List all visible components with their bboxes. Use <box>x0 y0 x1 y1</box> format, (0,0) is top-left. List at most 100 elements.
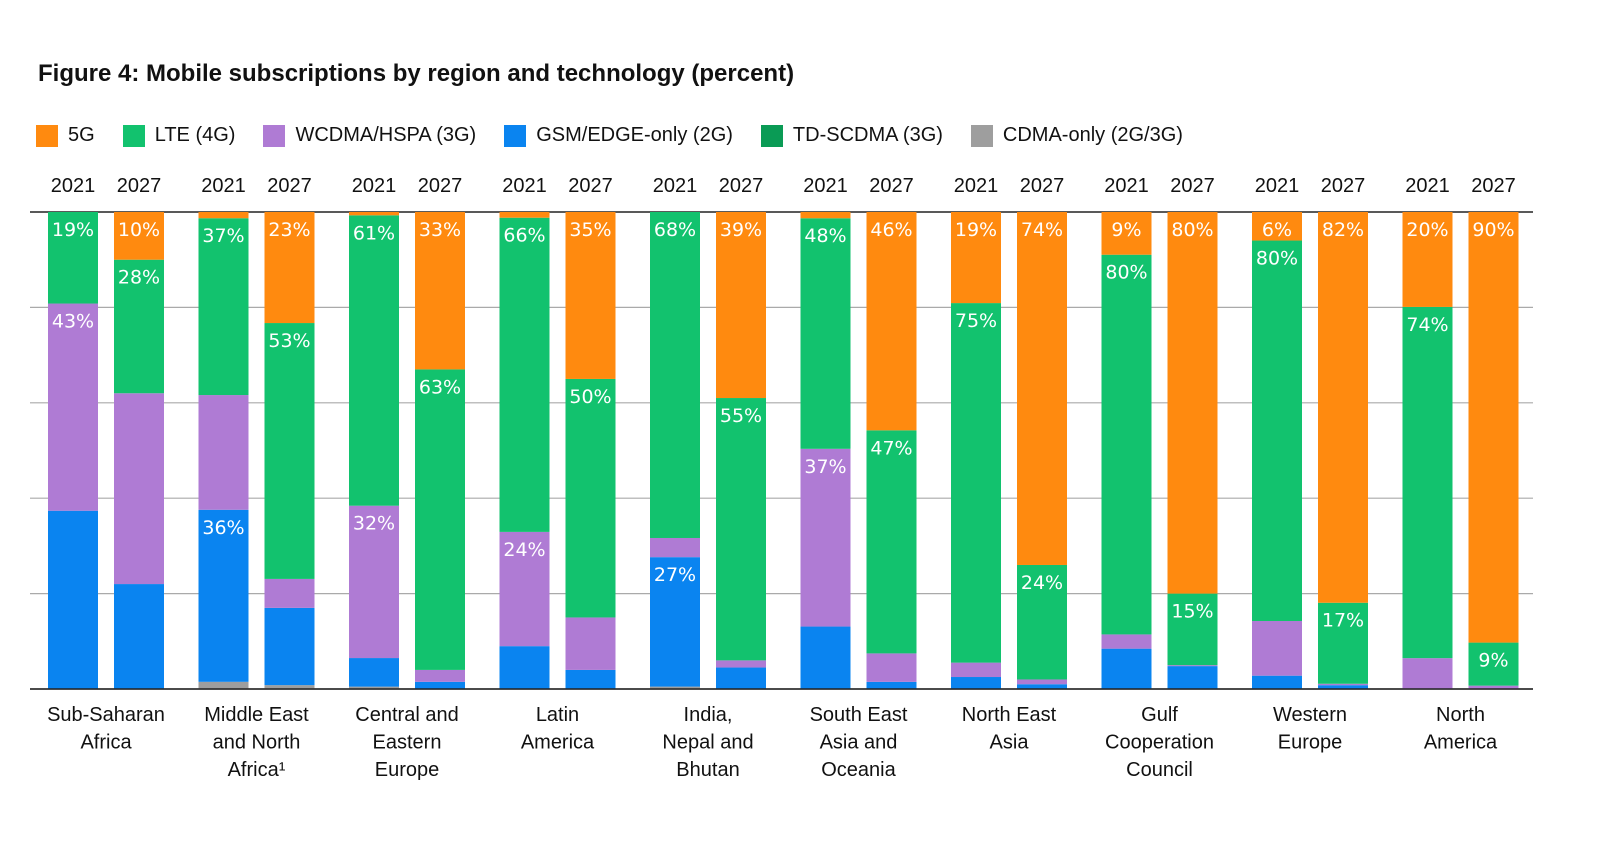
bar-segment <box>650 557 700 687</box>
region-label: Europe <box>375 759 440 781</box>
bar-segment <box>1252 675 1302 689</box>
bar-segment <box>349 686 399 689</box>
bar-segment <box>650 537 700 558</box>
legend-swatch <box>760 124 783 147</box>
bar-segment <box>415 669 465 682</box>
year-label: 2027 <box>267 175 312 197</box>
data-label: 32% <box>353 513 395 535</box>
bar-segment <box>1468 685 1519 689</box>
bar-segment <box>1101 212 1152 255</box>
legend-item: WCDMA/HSPA (3G) <box>263 124 476 147</box>
bar-segment <box>264 685 315 689</box>
bar-segment <box>48 510 98 689</box>
data-label: 9% <box>1478 650 1508 672</box>
data-label: 80% <box>1105 262 1147 284</box>
legend-label: TD-SCDMA (3G) <box>792 124 943 146</box>
bar-segment <box>1318 685 1368 689</box>
bar-segment <box>866 212 917 431</box>
bar-segment <box>650 686 700 689</box>
bar-segment <box>951 212 1001 304</box>
bar-segment <box>800 626 851 689</box>
bar-segment <box>951 662 1001 678</box>
year-label: 2021 <box>201 175 246 197</box>
bar-segment <box>565 617 616 670</box>
legend-item: LTE (4G) <box>122 124 236 147</box>
data-label: 33% <box>419 219 461 241</box>
region-label: and North <box>213 732 301 754</box>
region-label: Oceania <box>821 759 896 781</box>
bar-segment <box>1252 240 1302 621</box>
bar-segment <box>1468 212 1519 643</box>
data-label: 20% <box>1406 219 1448 241</box>
legend-label: WCDMA/HSPA (3G) <box>295 124 477 146</box>
data-label: 37% <box>202 225 244 247</box>
bar-segment <box>565 378 616 618</box>
legend-label: CDMA-only (2G/3G) <box>1002 124 1183 146</box>
bar-segment <box>499 217 550 532</box>
bar-segment <box>951 303 1001 663</box>
data-label: 19% <box>955 219 997 241</box>
year-label: 2027 <box>568 175 613 197</box>
region-label: India, <box>684 704 733 726</box>
legend-swatch <box>263 124 286 147</box>
bar-segment <box>499 531 550 647</box>
legend-swatch <box>36 124 58 147</box>
bar-segment <box>800 448 851 627</box>
bar-segment <box>1318 602 1368 684</box>
data-label: 6% <box>1262 219 1292 241</box>
bar-segment <box>800 212 851 219</box>
bar-segment <box>1101 648 1152 689</box>
year-label: 2021 <box>502 175 547 197</box>
data-label: 28% <box>118 267 160 289</box>
legend-swatch <box>970 124 993 147</box>
data-label: 17% <box>1322 610 1364 632</box>
year-label: 2021 <box>352 175 397 197</box>
region-label: Council <box>1126 759 1193 781</box>
bar-segment <box>349 505 399 659</box>
bar-segment <box>1167 593 1218 666</box>
legend-label: 5G <box>68 124 95 146</box>
bar-segment <box>415 681 465 689</box>
legend-label: GSM/EDGE-only (2G) <box>536 124 733 146</box>
region-label: Nepal and <box>662 732 753 754</box>
bar-segment <box>349 658 399 687</box>
bar-segment <box>198 218 249 396</box>
data-label: 90% <box>1472 219 1514 241</box>
data-label: 37% <box>804 456 846 478</box>
legend-item: 5G <box>36 124 95 147</box>
bar-segment <box>114 584 164 689</box>
data-label: 80% <box>1256 248 1298 270</box>
data-label: 68% <box>654 219 696 241</box>
data-label: 50% <box>569 386 611 408</box>
bar-segment <box>1101 634 1152 649</box>
region-label: America <box>521 732 595 754</box>
bar-segment <box>1017 679 1067 685</box>
bar-segment <box>1318 683 1368 686</box>
legend-item: GSM/EDGE-only (2G) <box>504 124 733 147</box>
region-label: Asia <box>990 732 1030 754</box>
bar-segment <box>866 681 917 689</box>
bar-segment <box>1017 564 1067 680</box>
bar-segment <box>866 653 917 682</box>
bar-segment <box>1402 212 1453 307</box>
bar-segment <box>415 212 465 370</box>
data-label: 10% <box>118 219 160 241</box>
region-label: North <box>1436 704 1485 726</box>
bar-segment <box>114 393 164 585</box>
bar-segment <box>499 212 550 218</box>
bar-segment <box>565 212 616 379</box>
data-label: 35% <box>569 219 611 241</box>
year-label: 2027 <box>1170 175 1215 197</box>
year-label: 2021 <box>803 175 848 197</box>
year-label: 2027 <box>1471 175 1516 197</box>
bar-segment <box>198 212 249 219</box>
data-label: 53% <box>268 330 310 352</box>
bar-segment <box>114 259 164 394</box>
bar-segment <box>48 212 98 304</box>
year-label: 2021 <box>1405 175 1450 197</box>
data-label: 61% <box>353 222 395 244</box>
legend-label: LTE (4G) <box>154 124 236 146</box>
bar-segment <box>1468 642 1519 686</box>
